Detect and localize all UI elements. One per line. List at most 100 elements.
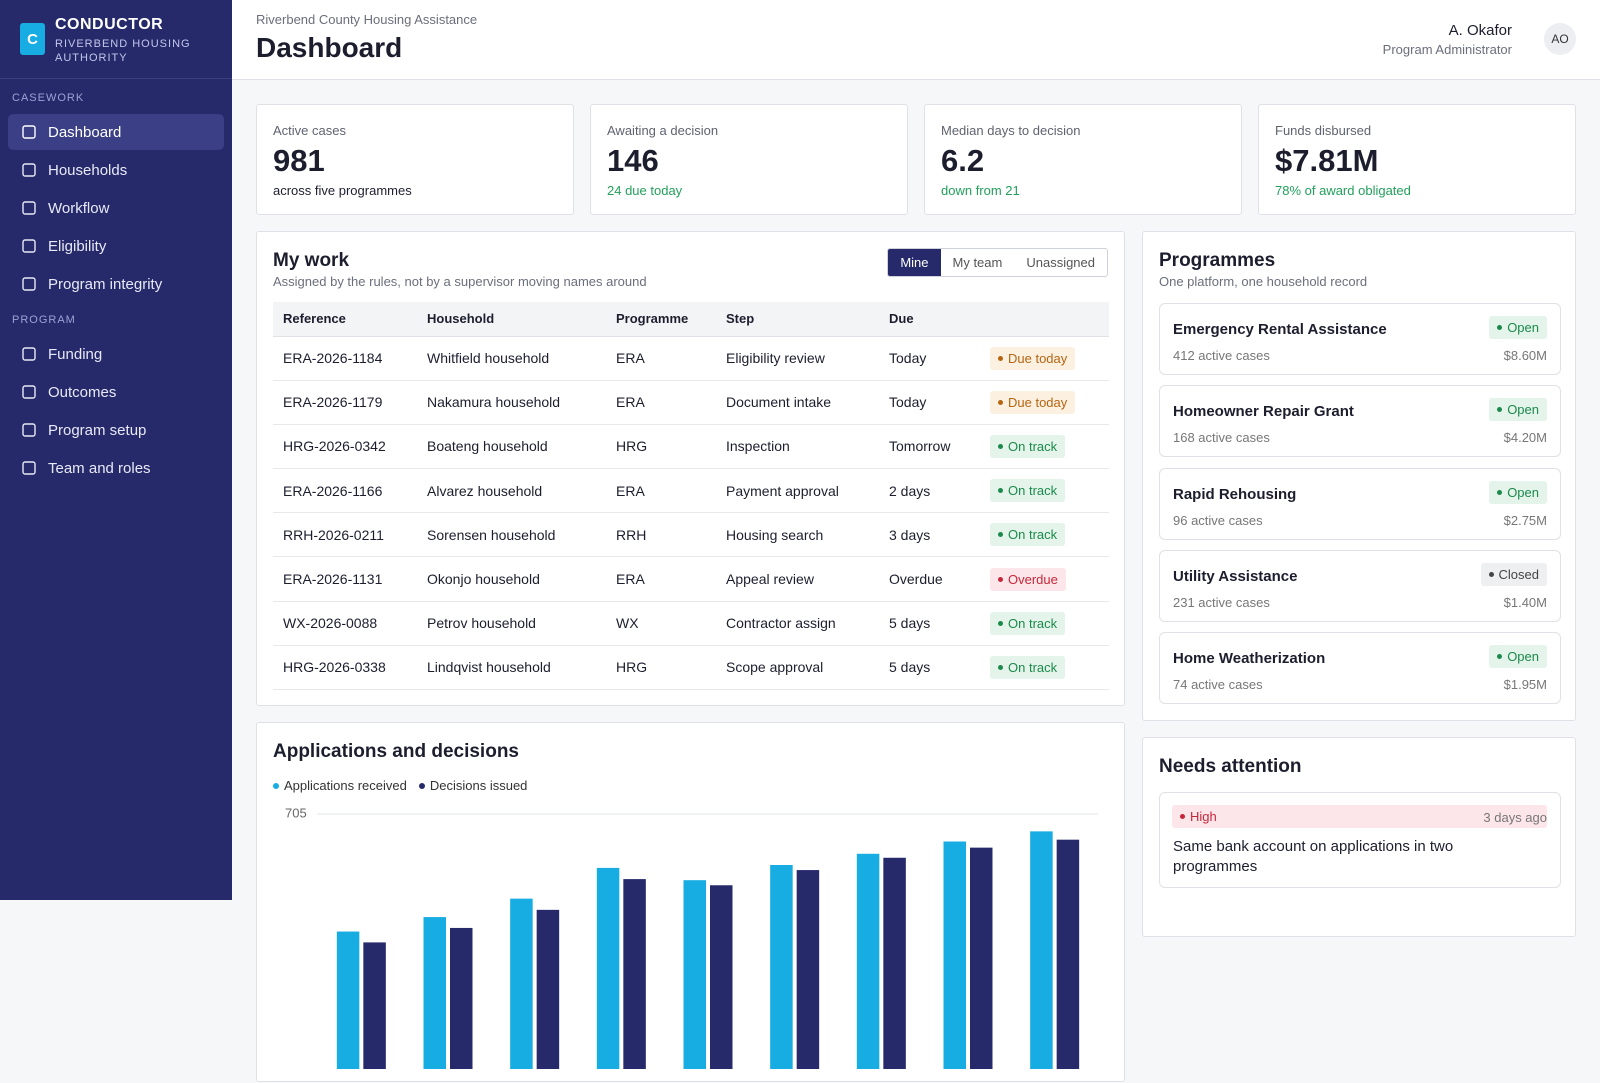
bar [770,865,793,1069]
cell: Whitfield household [417,336,606,381]
cell: Okonjo household [417,556,606,602]
programme-card[interactable]: Emergency Rental Assistance Open 412 activ… [1159,303,1561,375]
nav-item[interactable]: Program setup [8,412,224,448]
nav-item[interactable]: Workflow [8,190,224,226]
nav-label: Team and roles [48,459,151,477]
programme-amount: $1.95M [1503,677,1547,693]
bar [710,885,733,1069]
legend-swatch [418,782,425,789]
legend: Applications received Decisions issued [273,778,527,793]
bar [1030,831,1053,1069]
chart-title: Applications and decisions [273,741,519,762]
cell: Inspection [716,424,879,470]
cell: Tomorrow [879,424,980,470]
nav-item[interactable]: Eligibility [8,228,224,264]
work-table: Reference Household Programme Step Due ERA-20… [273,302,1109,691]
programme-card[interactable]: Home Weatherization Open 74 active cases $1… [1159,632,1561,705]
column-header: Household [417,302,606,337]
programme-status: Open [1489,398,1547,422]
kpi-label: Awaiting a decision [607,123,719,138]
icon-shape [22,461,36,475]
kpi-label: Active cases [273,123,346,138]
tabs: Mine My team Unassigned [887,248,1108,277]
kpi-card: Funds disbursed $7.81M 78% of award obliga… [1258,104,1576,215]
nav-label: Workflow [48,199,110,217]
programme-status: Open [1489,645,1547,669]
kpi-note: 24 due today [607,183,683,198]
nav-icon [22,385,36,399]
programme-cases: 74 active cases [1173,677,1263,693]
status-badge: On track [990,611,1066,635]
brand-subtitle: RIVERBEND HOUSING AUTHORITY [55,38,191,64]
panel-title: Needs attention [1159,756,1302,777]
column-header [980,302,1109,337]
nav-section-label: CASEWORK [12,92,85,104]
programme-card[interactable]: Rapid Rehousing Open 96 active cases $2.75M [1159,467,1561,540]
cell: ERA [606,380,716,425]
kpi-card: Median days to decision 6.2 down from 21 [924,104,1242,215]
nav-item[interactable]: Funding [8,336,224,372]
page-title: Dashboard [256,32,403,63]
nav-label: Program setup [48,421,147,439]
work-row[interactable]: ERA-2026-1184 Whitfield household ERA Eligi… [273,336,1109,381]
work-row[interactable]: ERA-2026-1131 Okonjo household ERA Appeal r… [273,556,1109,602]
panel-title: My work [273,250,350,271]
bar [623,879,646,1069]
header-row: Reference Household Programme Step Due [273,302,1109,337]
bar [970,847,993,1069]
cell: Appeal review [716,556,879,602]
avatar[interactable]: AO [1544,23,1576,55]
tab[interactable]: Unassigned [1026,255,1095,270]
kpi-value: $7.81M [1275,143,1379,178]
nav-label: Program integrity [48,275,163,293]
nav-item[interactable]: Dashboard [8,114,224,150]
cell: Boateng household [417,424,606,470]
tab[interactable]: Mine [888,249,941,276]
legend-label: Applications received [284,778,407,793]
cell: Document intake [716,380,879,425]
programme-card[interactable]: Utility Assistance Closed 231 active cases… [1159,549,1561,622]
user-name: A. Okafor [1448,22,1512,39]
cell: RRH [606,512,716,558]
nav-icon [22,125,36,139]
programme-card[interactable]: Homeowner Repair Grant Open 168 active cas… [1159,385,1561,458]
programme-name: Homeowner Repair Grant [1173,403,1354,421]
work-row[interactable]: RRH-2026-0211 Sorensen household RRH Housin… [273,512,1109,558]
user-role: Program Administrator [1382,42,1512,57]
column-header: Programme [606,302,716,337]
programme-cases: 168 active cases [1173,430,1270,446]
nav-icon [22,201,36,215]
nav-item[interactable]: Team and roles [8,450,224,486]
nav-item[interactable]: Households [8,152,224,188]
tab[interactable]: My team [952,255,1003,270]
icon-shape [22,423,36,437]
programme-amount: $1.40M [1503,594,1547,610]
logo: C [20,23,45,55]
y-tick-label: 705 [285,805,307,820]
nav-label: Funding [48,345,103,363]
cell: Eligibility review [716,336,879,381]
cell: 3 days [879,512,980,558]
attention-card[interactable]: High 3 days ago Same bank account on appli… [1159,792,1561,888]
cell: ERA-2026-1166 [273,468,417,514]
programme-cases: 412 active cases [1173,348,1270,363]
work-row[interactable]: ERA-2026-1166 Alvarez household ERA Payment… [273,468,1109,514]
cell: WX [606,601,716,646]
work-row[interactable]: WX-2026-0088 Petrov household WX Contractor… [273,601,1109,646]
nav-label: Households [48,161,128,179]
status-cell: On track [980,512,1109,558]
column-header: Due [879,302,980,337]
kpi-note: 78% of award obligated [1275,183,1411,198]
cell: Housing search [716,512,879,558]
status-cell: On track [980,424,1109,470]
nav-item[interactable]: Program integrity [8,266,224,302]
work-row[interactable]: HRG-2026-0338 Lindqvist household HRG Scope… [273,645,1109,691]
work-row[interactable]: HRG-2026-0342 Boateng household HRG Inspect… [273,424,1109,470]
cell: ERA [606,556,716,602]
my-work-panel: My work Assigned by the rules, not by a s… [256,231,1125,706]
work-row[interactable]: ERA-2026-1179 Nakamura household ERA Docume… [273,380,1109,425]
cell: 5 days [879,645,980,691]
nav-section-label: PROGRAM [12,314,76,326]
bar [450,927,473,1069]
nav-item[interactable]: Outcomes [8,374,224,410]
